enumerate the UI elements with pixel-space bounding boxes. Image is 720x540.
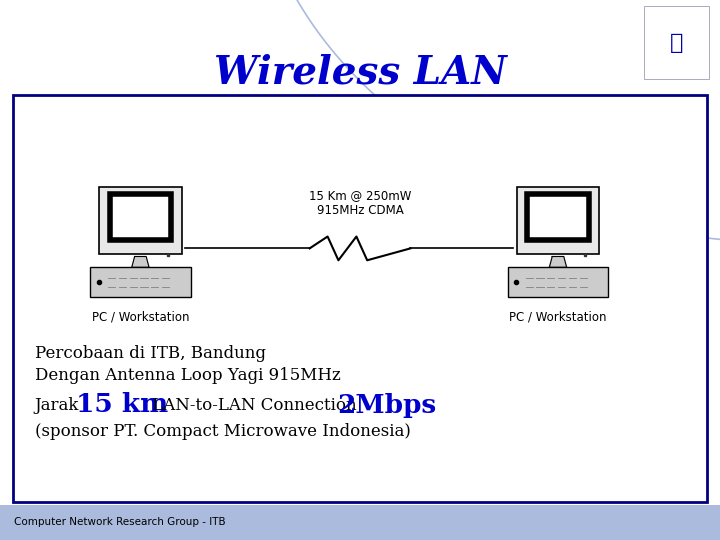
Text: (sponsor PT. Compact Microwave Indonesia): (sponsor PT. Compact Microwave Indonesia… [35, 423, 410, 441]
Bar [90, 267, 191, 297]
Text: LAN-to-LAN Connection: LAN-to-LAN Connection [147, 396, 361, 414]
Text: Computer Network Research Group - ITB: Computer Network Research Group - ITB [14, 517, 226, 527]
Text: PC / Workstation: PC / Workstation [509, 310, 607, 323]
Bar [508, 267, 608, 297]
Bar [13, 94, 707, 502]
Text: 🏛: 🏛 [670, 33, 683, 53]
Text: Wireless LAN: Wireless LAN [214, 54, 506, 92]
Text: Jarak: Jarak [35, 396, 84, 414]
Bar [99, 187, 181, 254]
Bar [517, 187, 599, 254]
Polygon shape [549, 256, 567, 267]
Bar [109, 194, 171, 240]
Bar [527, 194, 588, 240]
Text: Percobaan di ITB, Bandung: Percobaan di ITB, Bandung [35, 345, 266, 362]
Text: 15 Km @ 250mW
915MHz CDMA: 15 Km @ 250mW 915MHz CDMA [309, 189, 411, 217]
Bar [0, 505, 720, 540]
Bar [644, 6, 709, 79]
Text: 2Mbps: 2Mbps [338, 393, 437, 417]
Text: Dengan Antenna Loop Yagi 915MHz: Dengan Antenna Loop Yagi 915MHz [35, 367, 341, 384]
Text: 15 km: 15 km [76, 393, 168, 417]
Polygon shape [132, 256, 149, 267]
Text: PC / Workstation: PC / Workstation [91, 310, 189, 323]
